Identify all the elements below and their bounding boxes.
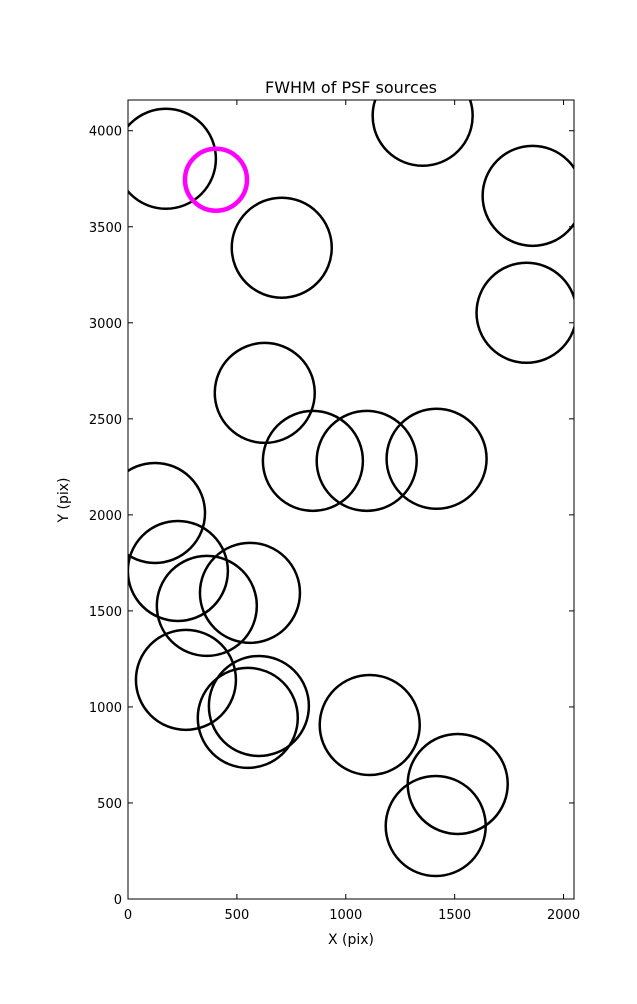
- x-axis-label: X (pix): [328, 932, 374, 948]
- source-circle: [134, 628, 238, 732]
- y-tick-label: 1000: [89, 701, 122, 716]
- source-circle: [155, 554, 259, 658]
- source-circle: [128, 107, 218, 211]
- source-circle: [261, 409, 365, 513]
- source-circle: [196, 666, 300, 770]
- source-circle: [481, 144, 574, 248]
- y-tick-label: 1500: [89, 605, 122, 620]
- plot-frame: [127, 99, 575, 900]
- chart-title: FWHM of PSF sources: [265, 78, 437, 97]
- source-circle: [198, 541, 302, 645]
- source-circle: [213, 341, 317, 445]
- x-tick-label: 1000: [329, 908, 362, 923]
- x-tick-label: 2000: [547, 908, 580, 923]
- source-circle: [371, 100, 474, 167]
- source-circle: [182, 146, 250, 213]
- y-tick-label: 2500: [89, 413, 122, 428]
- source-circle: [385, 407, 488, 511]
- y-tick-label: 500: [97, 797, 122, 812]
- source-circle: [384, 774, 487, 878]
- y-tick-label: 2000: [89, 509, 122, 524]
- y-tick-label: 4000: [89, 125, 122, 140]
- x-tick-label: 0: [124, 908, 132, 923]
- source-circle: [128, 519, 230, 623]
- y-tick-label: 3500: [89, 221, 122, 236]
- source-circle: [318, 673, 421, 777]
- y-tick-label: 0: [114, 893, 122, 908]
- x-tick-label: 1500: [438, 908, 471, 923]
- plot-area: [128, 100, 574, 878]
- source-circle: [475, 261, 574, 365]
- source-circle: [207, 654, 311, 758]
- y-axis-label: Y (pix): [56, 478, 72, 524]
- source-circle: [230, 196, 333, 299]
- y-tick-label: 3000: [89, 317, 122, 332]
- source-circle: [315, 409, 418, 513]
- x-tick-label: 500: [224, 908, 249, 923]
- source-circle: [128, 461, 207, 565]
